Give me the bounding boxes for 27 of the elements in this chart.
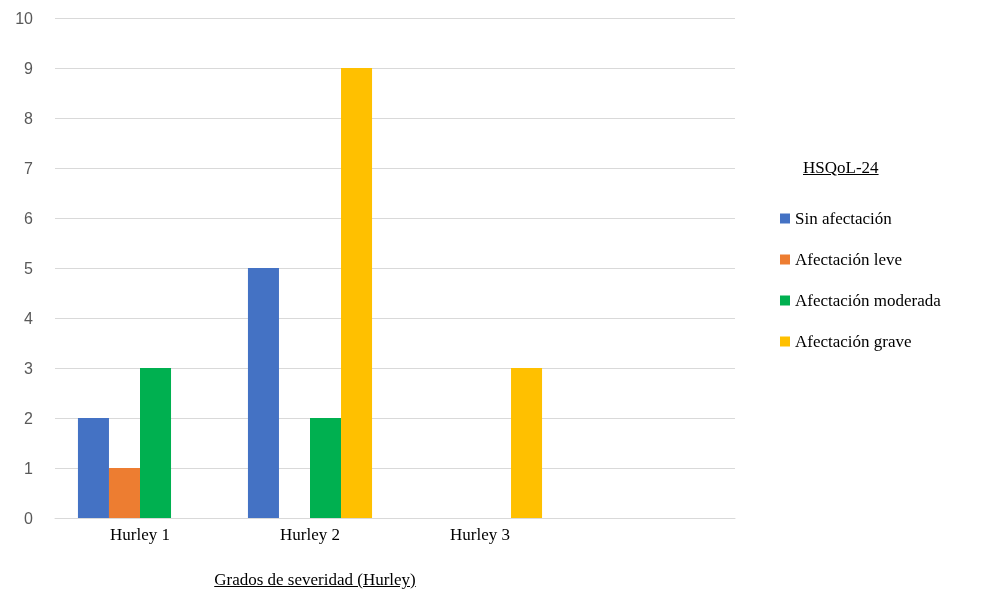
y-tick-label: 3 bbox=[24, 359, 34, 377]
x-tick-label: Hurley 2 bbox=[280, 525, 340, 544]
bar bbox=[140, 368, 172, 518]
x-tick-label: Hurley 1 bbox=[110, 525, 170, 544]
legend-label: Afectación leve bbox=[795, 250, 903, 269]
legend-title: HSQoL-24 bbox=[803, 158, 879, 178]
x-axis-title: Grados de severidad (Hurley) bbox=[213, 570, 417, 590]
y-tick-label: 7 bbox=[24, 159, 34, 177]
legend-label: Afectación grave bbox=[795, 332, 912, 351]
bar bbox=[310, 418, 342, 518]
y-tick-label: 8 bbox=[24, 109, 34, 127]
legend-label: Sin afectación bbox=[795, 209, 893, 228]
y-tick-label: 4 bbox=[24, 309, 34, 327]
bar bbox=[108, 468, 140, 518]
legend-label: Afectación moderada bbox=[795, 291, 942, 310]
bar bbox=[247, 268, 279, 518]
y-tick-label: 1 bbox=[24, 459, 34, 477]
x-tick-label: Hurley 3 bbox=[450, 525, 510, 544]
y-tick-label: 9 bbox=[24, 59, 34, 77]
y-tick-label: 5 bbox=[24, 259, 34, 277]
bar bbox=[77, 418, 109, 518]
bar bbox=[341, 68, 373, 518]
y-tick-label: 6 bbox=[24, 209, 34, 227]
y-tick-label: 2 bbox=[24, 409, 34, 427]
bar bbox=[511, 368, 543, 518]
y-tick-label: 10 bbox=[15, 9, 34, 27]
y-tick-label: 0 bbox=[24, 509, 34, 527]
